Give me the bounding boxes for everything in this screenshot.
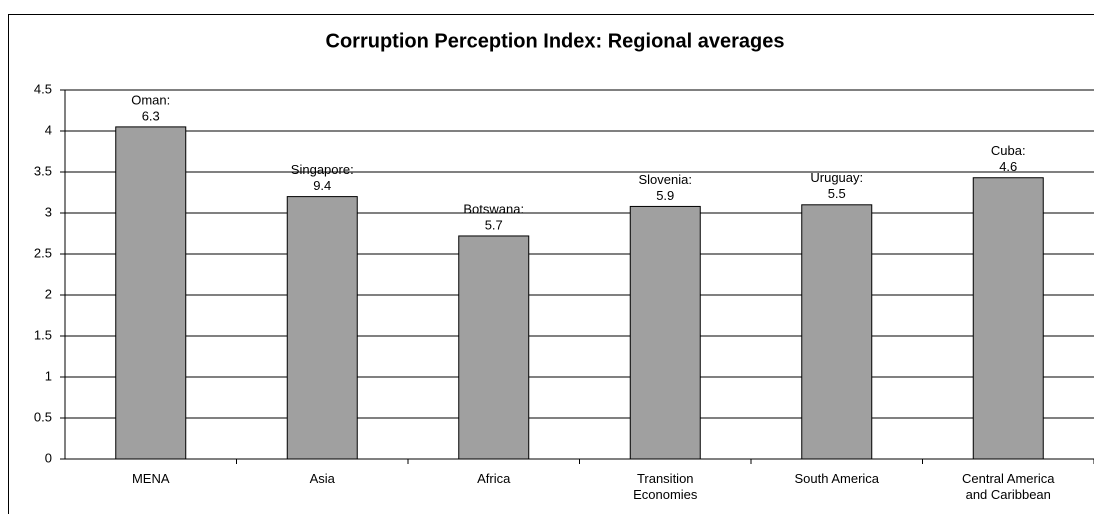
chart-title: Corruption Perception Index: Regional av… (326, 30, 785, 52)
annotation: 5.9 (656, 188, 674, 203)
x-tick-label: Transition Economies (633, 471, 698, 502)
annotation: 4.6 (999, 159, 1017, 174)
chart-frame (8, 14, 1094, 514)
y-tick-label: 0.5 (34, 409, 52, 424)
annotation: Cuba: (991, 143, 1026, 158)
annotation: Botswana: (463, 201, 524, 216)
x-tick-label: Asia (310, 471, 336, 486)
x-tick-label: Central America and Caribbean (962, 471, 1055, 502)
annotation: Uruguay: (810, 170, 863, 185)
y-tick-label: 3.5 (34, 163, 52, 178)
bar (972, 177, 1044, 460)
bar (629, 205, 701, 460)
bar (115, 126, 187, 460)
annotation: 6.3 (142, 108, 160, 123)
y-tick-label: 0 (45, 450, 52, 465)
annotation: Singapore: (291, 162, 354, 177)
x-tick-label: South America (794, 471, 879, 486)
y-tick-label: 4 (45, 122, 52, 137)
bar (801, 204, 873, 460)
y-tick-label: 1 (45, 368, 52, 383)
annotation: Slovenia: (639, 172, 692, 187)
annotation: 5.7 (485, 217, 503, 232)
y-tick-label: 2 (45, 286, 52, 301)
y-tick-label: 4.5 (34, 81, 52, 96)
x-tick-label: Africa (477, 471, 511, 486)
annotation: 5.5 (828, 186, 846, 201)
annotation: Oman: (131, 92, 170, 107)
y-tick-label: 1.5 (34, 327, 52, 342)
x-tick-label: MENA (132, 471, 170, 486)
y-tick-label: 2.5 (34, 245, 52, 260)
bar (458, 235, 530, 460)
bar (286, 196, 358, 460)
annotation: 9.4 (313, 178, 331, 193)
y-tick-label: 3 (45, 204, 52, 219)
